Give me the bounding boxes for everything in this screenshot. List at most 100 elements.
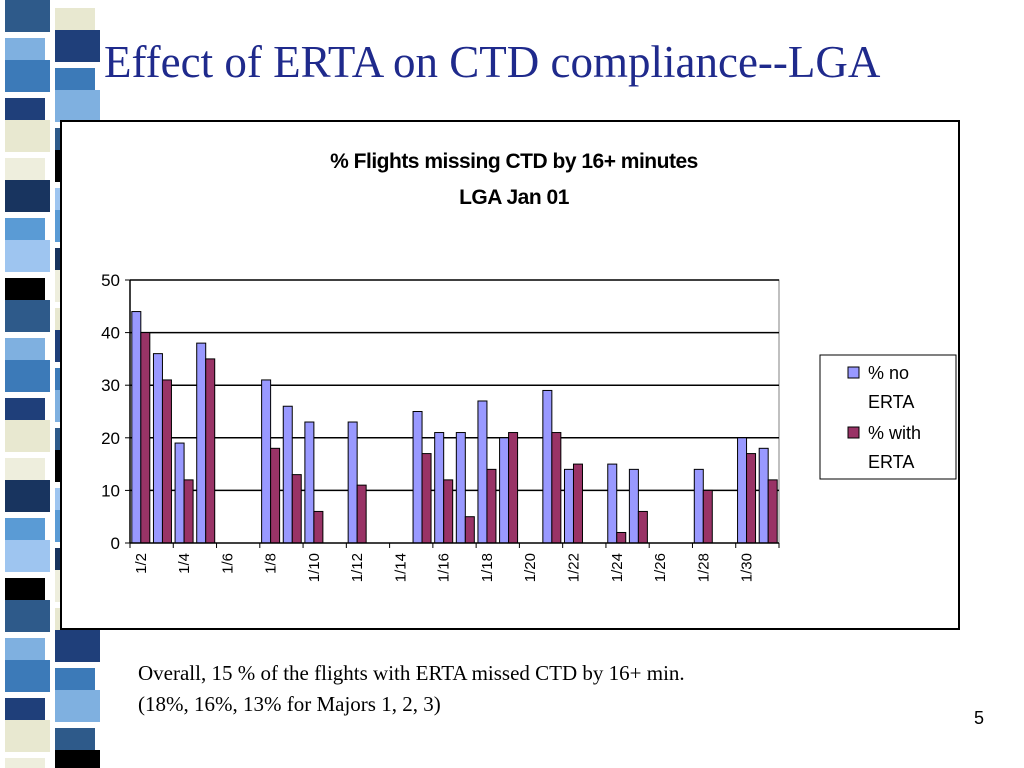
legend-box [819, 354, 957, 480]
strip-block [5, 60, 50, 92]
strip-block [55, 690, 100, 722]
strip-block [55, 630, 100, 662]
bar-no-erta [455, 432, 466, 544]
bar-with-erta [551, 432, 562, 544]
bar-no-erta [737, 437, 748, 544]
strip-block [5, 338, 45, 360]
strip-block [5, 458, 45, 480]
strip-block [5, 698, 45, 720]
footnote-line-2: (18%, 16%, 13% for Majors 1, 2, 3) [138, 692, 441, 716]
bar-with-erta [270, 447, 281, 544]
y-tick-label: 50 [101, 271, 120, 290]
strip-block [5, 300, 50, 332]
gridlines [130, 279, 779, 492]
bar-no-erta [196, 342, 207, 544]
x-tick-label: 1/4 [176, 553, 193, 574]
legend-label-no-erta-line1: % no [868, 363, 909, 383]
x-tick-label: 1/24 [609, 553, 626, 582]
footnote: Overall, 15 % of the flights with ERTA m… [138, 658, 685, 720]
bar-with-erta [767, 479, 778, 544]
legend-label-with-erta-line2: ERTA [868, 452, 914, 472]
bar-no-erta [628, 468, 639, 544]
bar-with-erta [572, 463, 583, 544]
strip-block [5, 420, 50, 452]
bar-with-erta [183, 479, 194, 544]
strip-block [5, 120, 50, 152]
strip-block [55, 668, 95, 690]
x-tick-label: 1/22 [565, 553, 582, 582]
bar-chart: % Flights missing CTD by 16+ minutes LGA… [101, 150, 957, 582]
strip-block [5, 360, 50, 392]
strip-block [5, 518, 45, 540]
strip-block [5, 578, 45, 600]
y-tick-label: 40 [101, 324, 120, 343]
strip-block [5, 0, 50, 32]
strip-block [55, 750, 100, 768]
slide-title: Effect of ERTA on CTD compliance--LGA [104, 37, 881, 87]
bars [131, 311, 778, 544]
bar-no-erta [152, 353, 163, 544]
bar-no-erta [304, 421, 315, 544]
bar-with-erta [356, 484, 367, 544]
bar-no-erta [412, 411, 423, 544]
axes: 0 10 20 30 40 50 1/2 1/4 1/6 1/8 1/10 1/12 1/14 1/16 1… [101, 271, 780, 582]
x-tick-label: 1/26 [652, 553, 669, 582]
bar-with-erta [702, 489, 713, 544]
page-number: 5 [974, 708, 985, 728]
bar-no-erta [477, 400, 488, 544]
bar-no-erta [434, 432, 445, 544]
bar-no-erta [282, 405, 293, 544]
y-tick-label: 20 [101, 429, 120, 448]
x-tick-label: 1/12 [349, 553, 366, 582]
strip-block [5, 98, 45, 120]
bar-no-erta [758, 447, 769, 544]
strip-block [55, 68, 95, 90]
legend-swatch-no-erta [847, 366, 860, 379]
bar-no-erta [174, 442, 185, 544]
y-tick-label: 30 [101, 376, 120, 395]
x-tick-label: 1/16 [436, 553, 453, 582]
chart-title: % Flights missing CTD by 16+ minutes [330, 150, 698, 173]
bar-no-erta [607, 463, 618, 544]
x-tick-label: 1/30 [739, 553, 756, 582]
strip-block [5, 38, 45, 60]
chart-frame: % Flights missing CTD by 16+ minutes LGA… [60, 120, 960, 630]
strip-block [55, 90, 100, 122]
bar-with-erta [140, 332, 151, 544]
y-tick-label: 0 [111, 534, 120, 553]
chart-subtitle: LGA Jan 01 [459, 186, 570, 209]
bar-with-erta [313, 510, 324, 544]
x-tick-label: 1/8 [263, 553, 280, 574]
strip-block [5, 398, 45, 420]
x-tick-label: 1/20 [522, 553, 539, 582]
legend-label-no-erta-line2: ERTA [868, 392, 914, 412]
bar-with-erta [637, 510, 648, 544]
bar-with-erta [443, 479, 454, 544]
bar-no-erta [542, 389, 553, 544]
bar-with-erta [291, 474, 302, 544]
strip-block [5, 600, 50, 632]
strip-block [5, 660, 50, 692]
plot-area [129, 279, 780, 544]
bar-with-erta [421, 453, 432, 544]
strip-block [5, 240, 50, 272]
x-tick-label: 1/14 [392, 553, 409, 582]
strip-block [55, 728, 95, 750]
bar-with-erta [464, 516, 475, 544]
legend: % no ERTA % with ERTA [819, 354, 957, 480]
y-tick-label: 10 [101, 481, 120, 500]
footnote-line-1: Overall, 15 % of the flights with ERTA m… [138, 661, 685, 685]
bar-with-erta [616, 531, 627, 544]
bar-no-erta [499, 437, 510, 544]
strip-block [5, 758, 45, 768]
strip-block [5, 158, 45, 180]
x-tick-label: 1/2 [133, 553, 150, 574]
strip-block [55, 8, 95, 30]
x-tick-label: 1/6 [219, 553, 236, 574]
bar-with-erta [205, 358, 216, 544]
bar-with-erta [508, 432, 519, 544]
bar-no-erta [131, 311, 142, 544]
strip-block [5, 720, 50, 752]
x-tick-label: 1/28 [695, 553, 712, 582]
bar-no-erta [693, 468, 704, 544]
